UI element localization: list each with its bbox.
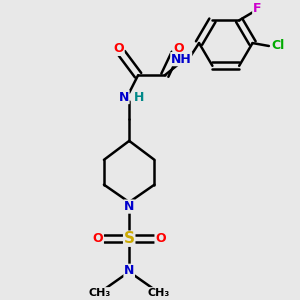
Text: Cl: Cl bbox=[271, 40, 284, 52]
Text: O: O bbox=[155, 232, 166, 245]
Text: N: N bbox=[124, 200, 134, 213]
Text: N: N bbox=[124, 264, 134, 277]
Text: NH: NH bbox=[171, 52, 192, 66]
Text: H: H bbox=[134, 91, 144, 103]
Text: F: F bbox=[253, 2, 261, 15]
Text: S: S bbox=[124, 231, 135, 246]
Text: CH₃: CH₃ bbox=[148, 288, 170, 298]
Text: O: O bbox=[93, 232, 103, 245]
Text: CH₃: CH₃ bbox=[88, 288, 111, 298]
Text: N: N bbox=[119, 91, 129, 103]
Text: O: O bbox=[173, 42, 184, 56]
Text: O: O bbox=[113, 42, 124, 56]
